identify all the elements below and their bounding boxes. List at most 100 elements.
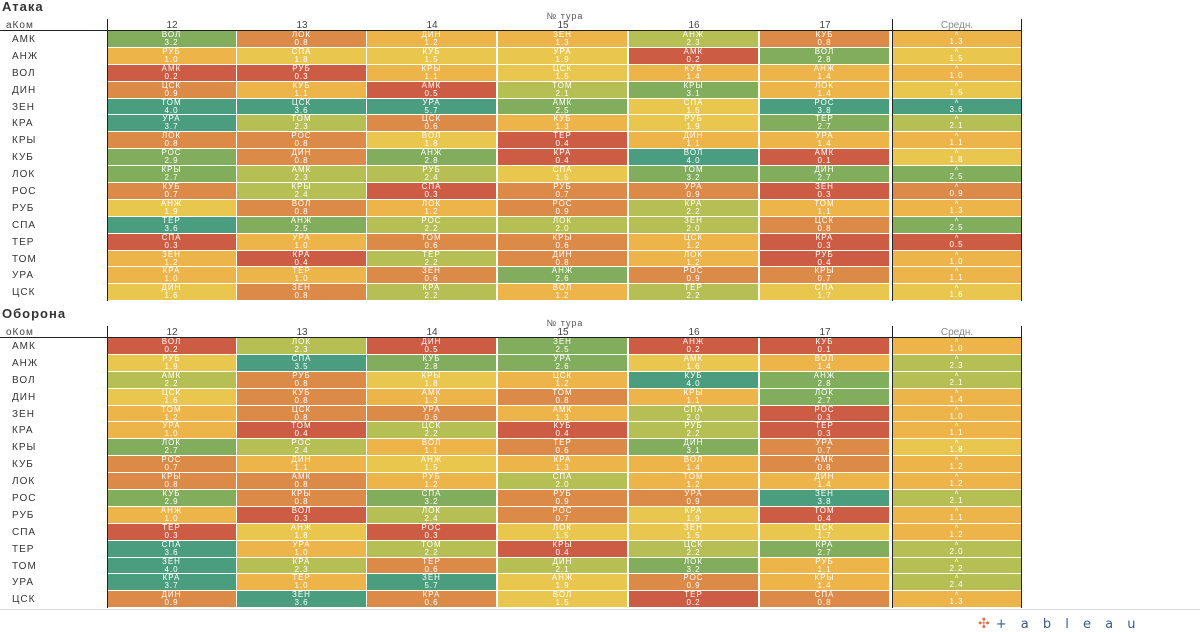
heatmap-cell[interactable]: ВОЛ 1.2: [498, 284, 628, 301]
heatmap-cell[interactable]: АМК 1.6: [629, 354, 759, 371]
average-cell[interactable]: ˄ 2.1: [892, 371, 1022, 388]
heatmap-cell[interactable]: АНЖ 1.8: [237, 523, 367, 540]
heatmap-cell[interactable]: ЗЕН 0.8: [237, 284, 367, 301]
heatmap-cell[interactable]: СПА 0.8: [760, 591, 890, 608]
heatmap-cell[interactable]: АНЖ 2.8: [367, 149, 497, 166]
heatmap-cell[interactable]: ВОЛ 0.3: [237, 506, 367, 523]
heatmap-cell[interactable]: УРА 1.0: [237, 540, 367, 557]
heatmap-cell[interactable]: ТЕР 0.2: [629, 591, 759, 608]
heatmap-cell[interactable]: ЗЕН 3.6: [237, 591, 367, 608]
heatmap-cell[interactable]: ВОЛ 0.2: [107, 338, 237, 354]
heatmap-cell[interactable]: КУБ 0.7: [107, 183, 237, 199]
heatmap-cell[interactable]: ВОЛ 1.5: [498, 591, 628, 608]
heatmap-cell[interactable]: АНЖ 2.5: [237, 216, 367, 233]
heatmap-cell[interactable]: КРЫ 0.8: [107, 473, 237, 490]
heatmap-cell[interactable]: ЛОК 2.7: [107, 439, 237, 456]
heatmap-cell[interactable]: КРА 2.2: [367, 284, 497, 301]
heatmap-cell[interactable]: РОС 0.3: [760, 405, 890, 422]
average-cell[interactable]: ˄ 2.5: [892, 216, 1022, 233]
heatmap-cell[interactable]: РУБ 1.2: [367, 473, 497, 490]
heatmap-cell[interactable]: КРЫ 0.4: [498, 540, 628, 557]
average-cell[interactable]: ˄ 1.2: [892, 473, 1022, 490]
heatmap-cell[interactable]: СПА 1.8: [237, 47, 367, 64]
heatmap-cell[interactable]: ЗЕН 0.3: [760, 183, 890, 199]
heatmap-cell[interactable]: ТОМ 2.2: [367, 540, 497, 557]
heatmap-cell[interactable]: ДИН 2.7: [760, 166, 890, 183]
heatmap-cell[interactable]: РОС 0.3: [367, 523, 497, 540]
heatmap-cell[interactable]: ЗЕН 4.0: [107, 557, 237, 574]
heatmap-cell[interactable]: ТОМ 3.2: [629, 166, 759, 183]
heatmap-cell[interactable]: СПА 2.0: [629, 405, 759, 422]
heatmap-cell[interactable]: АНЖ 1.9: [107, 199, 237, 216]
heatmap-cell[interactable]: ЦСК 1.5: [498, 64, 628, 81]
heatmap-cell[interactable]: ДИН 0.8: [498, 250, 628, 267]
heatmap-cell[interactable]: ТОМ 0.6: [367, 233, 497, 250]
heatmap-cell[interactable]: ЗЕН 2.0: [629, 216, 759, 233]
heatmap-cell[interactable]: АНЖ 2.8: [760, 371, 890, 388]
heatmap-cell[interactable]: ТЕР 1.0: [237, 574, 367, 591]
heatmap-cell[interactable]: ЦСК 2.2: [367, 422, 497, 439]
average-cell[interactable]: ˄ 1.6: [892, 284, 1022, 301]
heatmap-cell[interactable]: ВОЛ 2.8: [760, 47, 890, 64]
heatmap-cell[interactable]: УРА 3.7: [107, 115, 237, 132]
heatmap-cell[interactable]: ЦСК 0.6: [367, 115, 497, 132]
heatmap-cell[interactable]: КРА 3.7: [107, 574, 237, 591]
heatmap-cell[interactable]: КУБ 0.4: [498, 422, 628, 439]
heatmap-cell[interactable]: УРА 1.0: [107, 422, 237, 439]
heatmap-cell[interactable]: КРА 1.3: [498, 456, 628, 473]
heatmap-cell[interactable]: РОС 0.9: [629, 267, 759, 284]
heatmap-cell[interactable]: ЛОК 0.8: [237, 31, 367, 47]
heatmap-cell[interactable]: КУБ 1.4: [629, 64, 759, 81]
average-cell[interactable]: ˄ 1.8: [892, 149, 1022, 166]
average-cell[interactable]: ˄ 1.0: [892, 250, 1022, 267]
heatmap-cell[interactable]: ЛОК 2.4: [367, 506, 497, 523]
heatmap-cell[interactable]: ТОМ 4.0: [107, 98, 237, 115]
average-cell[interactable]: ˄ 1.0: [892, 405, 1022, 422]
heatmap-cell[interactable]: АНЖ 1.5: [367, 456, 497, 473]
heatmap-cell[interactable]: РОС 0.9: [498, 199, 628, 216]
heatmap-cell[interactable]: ДИН 1.6: [107, 284, 237, 301]
heatmap-cell[interactable]: КРЫ 0.6: [498, 233, 628, 250]
average-cell[interactable]: ˄ 1.5: [892, 47, 1022, 64]
heatmap-cell[interactable]: КРА 0.4: [498, 149, 628, 166]
heatmap-cell[interactable]: ЛОК 3.2: [629, 557, 759, 574]
heatmap-cell[interactable]: АМК 0.5: [367, 81, 497, 98]
heatmap-cell[interactable]: КРА 0.4: [237, 250, 367, 267]
heatmap-cell[interactable]: КРА 2.7: [760, 540, 890, 557]
heatmap-cell[interactable]: ТЕР 0.3: [760, 422, 890, 439]
heatmap-cell[interactable]: КУБ 1.3: [498, 115, 628, 132]
average-cell[interactable]: ˄ 1.2: [892, 456, 1022, 473]
heatmap-cell[interactable]: ВОЛ 1.4: [760, 354, 890, 371]
heatmap-cell[interactable]: АМК 0.1: [760, 149, 890, 166]
average-cell[interactable]: ˄ 1.1: [892, 422, 1022, 439]
heatmap-cell[interactable]: ТЕР 0.4: [498, 132, 628, 149]
heatmap-cell[interactable]: ВОЛ 3.2: [107, 31, 237, 47]
heatmap-cell[interactable]: АНЖ 2.3: [629, 31, 759, 47]
average-cell[interactable]: ˄ 2.0: [892, 540, 1022, 557]
tableau-logo[interactable]: ✣ + a b l e a u: [978, 616, 1140, 632]
heatmap-cell[interactable]: УРА 0.9: [629, 490, 759, 506]
heatmap-cell[interactable]: ЛОК 1.5: [498, 523, 628, 540]
heatmap-cell[interactable]: ЗЕН 5.7: [367, 574, 497, 591]
heatmap-cell[interactable]: КУБ 0.8: [760, 31, 890, 47]
heatmap-cell[interactable]: ДИН 1.4: [760, 473, 890, 490]
heatmap-cell[interactable]: АМК 1.3: [498, 405, 628, 422]
heatmap-cell[interactable]: ДИН 2.1: [498, 557, 628, 574]
heatmap-cell[interactable]: ДИН 1.1: [629, 132, 759, 149]
heatmap-cell[interactable]: АМК 0.2: [629, 47, 759, 64]
heatmap-cell[interactable]: ЦСК 0.8: [760, 216, 890, 233]
heatmap-cell[interactable]: РУБ 1.9: [629, 115, 759, 132]
heatmap-cell[interactable]: ЗЕН 3.8: [760, 490, 890, 506]
average-cell[interactable]: ˄ 2.1: [892, 490, 1022, 506]
heatmap-cell[interactable]: КРЫ 0.7: [760, 267, 890, 284]
heatmap-cell[interactable]: СПА 2.0: [498, 473, 628, 490]
heatmap-cell[interactable]: УРА 1.0: [237, 233, 367, 250]
heatmap-cell[interactable]: ЛОК 2.0: [498, 216, 628, 233]
average-cell[interactable]: ˄ 2.4: [892, 574, 1022, 591]
heatmap-cell[interactable]: ЦСК 1.6: [107, 388, 237, 405]
heatmap-cell[interactable]: СПА 3.5: [237, 354, 367, 371]
heatmap-cell[interactable]: РОС 0.8: [237, 132, 367, 149]
heatmap-cell[interactable]: РОС 3.8: [760, 98, 890, 115]
average-cell[interactable]: ˄ 3.6: [892, 98, 1022, 115]
average-cell[interactable]: ˄ 1.0: [892, 64, 1022, 81]
